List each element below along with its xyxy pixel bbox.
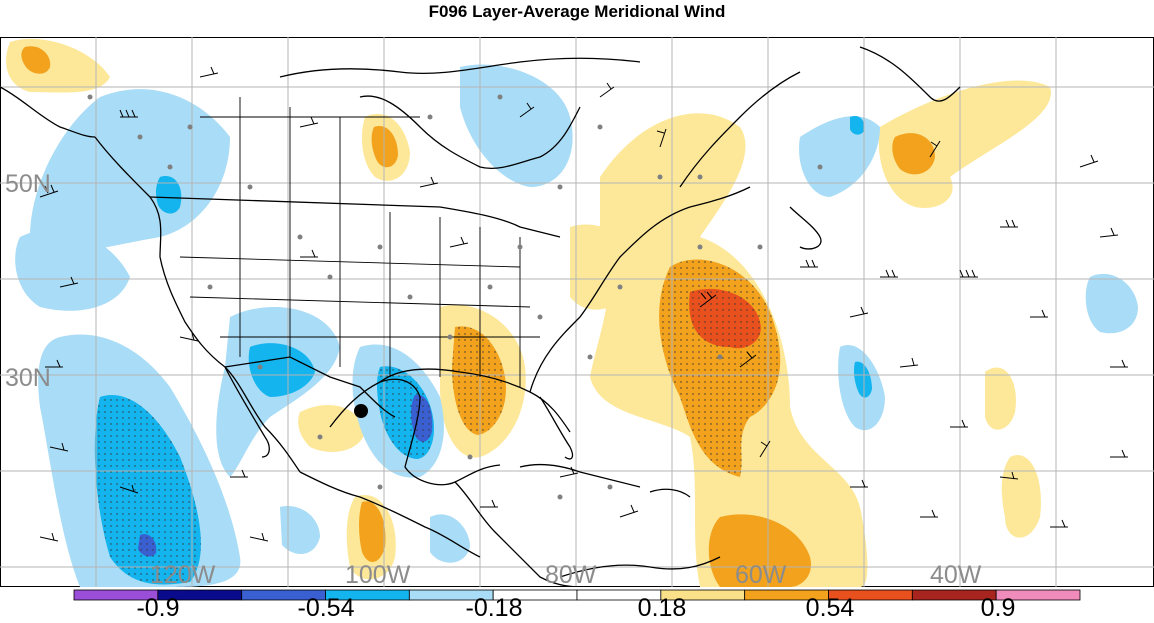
positive-region-caribbean [708,514,811,587]
border-canada-provinces [200,97,420,207]
storm-center-marker [354,404,368,418]
colorbar-label-2: -0.54 [297,594,355,622]
negative-region-southwest [280,506,320,555]
negative-region-greenland [799,116,880,197]
positive-region-pacific-south-mid [359,501,386,563]
coastline-labrador [679,71,801,188]
negative-region-central-atlantic-mid [854,361,872,398]
negative-region-greenland-mid [850,115,865,135]
stipple-gulf [452,326,506,435]
lat-label-50n: 50N [5,170,51,198]
colorbar-bin [995,589,1081,601]
colorbar [73,589,1081,601]
axis-labels: 50N 30N 120W 100W 80W 60W 40W [5,170,982,587]
lon-label-100w: 100W [345,561,411,587]
coastline-hispaniola [649,488,691,498]
coastline-mexico-pacific [299,471,481,558]
lon-label-120w: 120W [150,561,216,587]
coastline-gulf [329,378,501,486]
border-us-canada [149,196,561,238]
station-points [87,94,823,500]
lon-label-40w: 40W [930,561,982,587]
colorbar-label-5: 0.54 [805,594,855,622]
coastline-gulf-north [379,368,571,433]
positive-region-east [985,367,1016,430]
negative-region-rockies-mid [248,343,315,397]
negative-region-west-coast [30,89,230,253]
coastline-west [94,136,301,473]
graticule [0,37,1154,587]
stipple-atlantic [659,259,781,477]
lon-label-60w: 60W [735,561,787,587]
negative-region-north-atlantic [460,64,573,187]
coastlines-and-borders [0,46,961,587]
wind-shading [6,38,1138,587]
coastline-south-america [559,556,721,578]
positive-region-southeast [1001,455,1041,538]
border-state-lines [179,207,540,387]
map-panel: 50N 30N 120W 100W 80W 60W 40W [0,37,1154,587]
coastline-alaska [0,86,96,138]
coastline-baja [224,366,270,458]
coastline-central-america [454,481,581,587]
coastline-hudson [359,95,581,169]
positive-region-mexico [298,404,365,452]
coastline-greenland [859,46,961,102]
lat-label-30n: 30N [5,364,51,392]
positive-region-labrador [878,80,1051,208]
map-title: F096 Layer-Average Meridional Wind [428,2,726,21]
coastline-arctic [279,57,641,78]
positive-region-labrador-mid [892,133,935,175]
negative-region-west-south [15,229,130,311]
coastline-florida [539,396,574,460]
colorbar-label-4: 0.18 [637,594,687,622]
coastline-cuba [519,463,641,488]
colorbar-label-6: 0.9 [980,594,1016,622]
lon-label-80w: 80W [545,561,597,587]
stipple-pacific [94,395,201,585]
negative-region-west-coast-mid [155,176,182,214]
negative-region-caribbean-west [430,514,470,563]
positive-region-alaska-mid [21,46,51,74]
border-us-mexico [224,356,396,418]
coastline-newfoundland [789,206,822,250]
stipple-mexico [377,366,435,459]
positive-region-hudson-mid [371,126,398,168]
colorbar-bins [73,589,1081,601]
wind-barbs [39,66,1128,542]
colorbar-label-3: -0.18 [465,594,523,622]
coastline-east [529,186,751,393]
colorbar-label-1: -0.9 [136,594,180,622]
negative-region-east-atlantic [1085,273,1138,334]
